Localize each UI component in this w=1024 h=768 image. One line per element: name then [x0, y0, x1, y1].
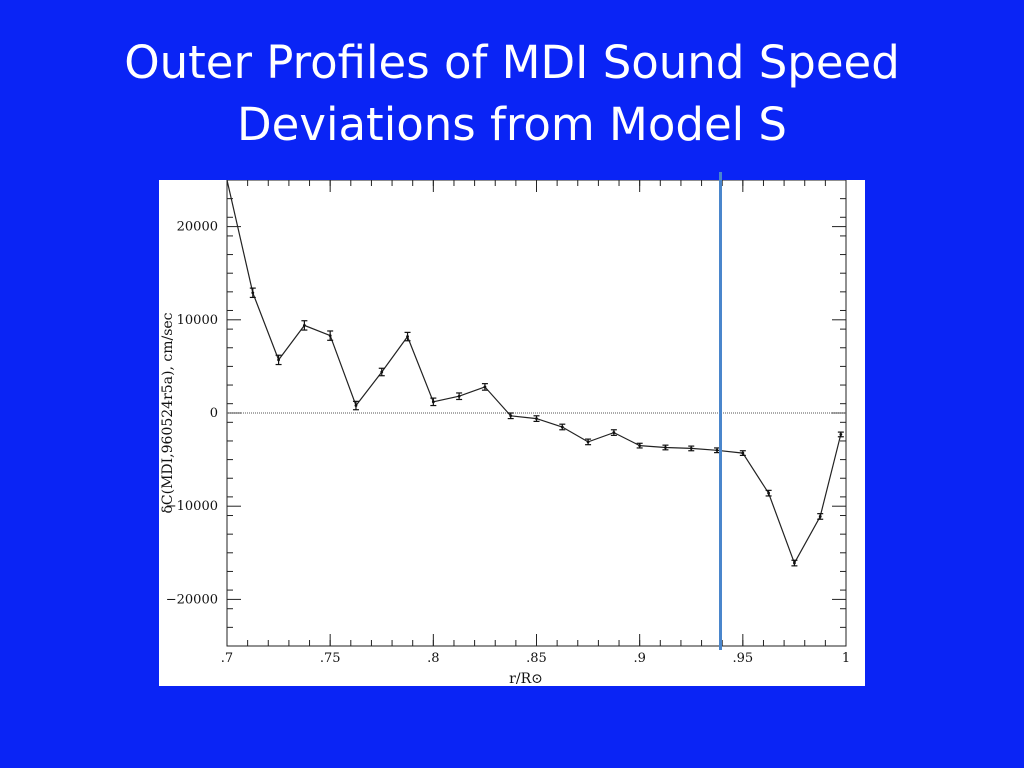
y-tick-label: −20000 — [166, 592, 218, 607]
data-point — [302, 323, 306, 327]
data-point — [483, 385, 487, 389]
series-line — [226, 180, 842, 565]
data-point — [380, 370, 384, 374]
data-point — [793, 561, 796, 565]
data-point — [715, 448, 719, 452]
data-point — [839, 433, 843, 436]
data-point — [509, 414, 513, 418]
plot-panel: .7.75.8.85.9.95 1 20000 10000 0 −10000 −20000 … — [159, 180, 865, 686]
x-tick-label: 1 — [842, 651, 850, 666]
y-tick-label: −10000 — [166, 499, 218, 514]
sound-speed-chart: .7.75.8.85.9.95 120000100000−10000−20000 … — [160, 180, 850, 686]
data-point — [612, 431, 616, 434]
x-tick-label: .7 — [221, 651, 233, 666]
y-axis-label: δC(MDI,960524r5a), cm/sec — [160, 312, 176, 513]
y-tick-label: 20000 — [177, 220, 218, 235]
data-layer — [226, 180, 846, 567]
data-point — [767, 491, 771, 495]
x-tick-label: .8 — [427, 651, 439, 666]
data-point — [251, 291, 255, 295]
x-tick-label: .75 — [320, 651, 341, 666]
x-tick-label: .95 — [732, 651, 753, 666]
data-point — [560, 425, 564, 429]
x-tick-label: .85 — [526, 651, 547, 666]
data-point — [457, 394, 461, 398]
data-point — [328, 334, 332, 338]
data-point — [586, 440, 590, 444]
y-tick-label: 10000 — [177, 313, 218, 328]
data-point — [431, 400, 435, 404]
axis-ticks: .7 .75 .8 .85 .9 .95 1 20000 10000 0 −10000 −20000 — [166, 180, 850, 666]
data-point — [818, 515, 822, 518]
y-tick-label: 0 — [210, 406, 218, 421]
slide-title: Outer Profiles of MDI Sound Speed Deviat… — [0, 32, 1024, 156]
data-point — [664, 446, 667, 449]
data-point — [535, 417, 538, 420]
data-point — [354, 404, 358, 407]
slide-title-line-1: Outer Profiles of MDI Sound Speed — [124, 36, 900, 89]
data-point — [406, 335, 409, 338]
x-axis-label: r/R⊙ — [509, 671, 543, 686]
slide-title-line-2: Deviations from Model S — [237, 98, 787, 151]
data-point — [277, 358, 280, 362]
x-tick-label: .9 — [633, 651, 645, 666]
data-point — [689, 447, 693, 450]
data-point — [741, 451, 745, 455]
data-point — [638, 444, 642, 448]
vertical-marker-line — [719, 172, 722, 650]
